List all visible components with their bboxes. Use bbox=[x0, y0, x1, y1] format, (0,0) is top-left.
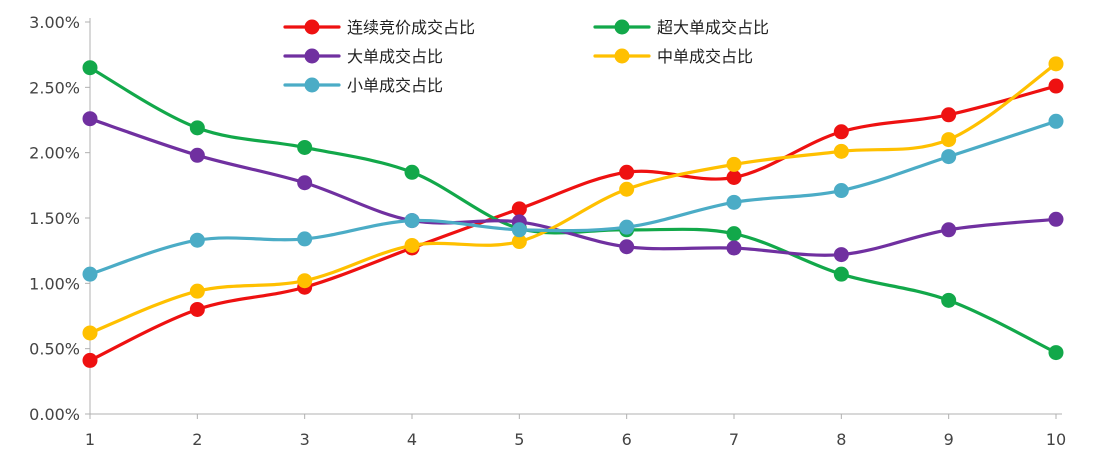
data-point bbox=[189, 147, 205, 163]
y-tick-label: 0.50% bbox=[29, 340, 80, 359]
y-tick-label: 0.00% bbox=[29, 405, 80, 424]
data-point bbox=[189, 283, 205, 299]
legend-swatch-marker bbox=[614, 19, 630, 35]
data-point bbox=[189, 120, 205, 136]
legend-label: 中单成交占比 bbox=[657, 47, 753, 66]
legend-swatch-marker bbox=[304, 19, 320, 35]
legend-label: 连续竞价成交占比 bbox=[347, 18, 475, 37]
series-line bbox=[88, 119, 1058, 276]
data-point bbox=[511, 234, 527, 250]
data-point bbox=[619, 164, 635, 180]
y-tick-label: 2.50% bbox=[29, 78, 80, 97]
data-point bbox=[941, 132, 957, 148]
data-point bbox=[1048, 113, 1064, 129]
x-tick-label: 8 bbox=[836, 430, 846, 449]
x-tick-label: 7 bbox=[729, 430, 739, 449]
data-point bbox=[297, 139, 313, 155]
x-tick-label: 4 bbox=[407, 430, 417, 449]
legend-swatch-marker bbox=[614, 48, 630, 64]
x-tick-label: 2 bbox=[192, 430, 202, 449]
x-tick-label: 10 bbox=[1046, 430, 1066, 449]
legend-item: 中单成交占比 bbox=[593, 47, 753, 66]
data-point bbox=[1048, 211, 1064, 227]
y-tick-label: 3.00% bbox=[29, 13, 80, 32]
legend-item: 连续竞价成交占比 bbox=[283, 18, 475, 37]
series-4 bbox=[82, 56, 1064, 341]
x-tick-label: 5 bbox=[514, 430, 524, 449]
x-tick-label: 6 bbox=[622, 430, 632, 449]
data-point bbox=[297, 231, 313, 247]
series-2 bbox=[82, 60, 1064, 361]
data-point bbox=[82, 111, 98, 127]
legend-item: 大单成交占比 bbox=[283, 47, 443, 66]
series-1 bbox=[82, 78, 1064, 368]
y-tick-label: 1.00% bbox=[29, 274, 80, 293]
x-tick-label: 9 bbox=[944, 430, 954, 449]
data-point bbox=[941, 222, 957, 238]
data-point bbox=[726, 169, 742, 185]
y-tick-label: 2.00% bbox=[29, 144, 80, 163]
data-point bbox=[82, 352, 98, 368]
x-tick-label: 3 bbox=[300, 430, 310, 449]
data-point bbox=[941, 292, 957, 308]
data-point bbox=[833, 124, 849, 140]
legend-label: 超大单成交占比 bbox=[657, 18, 769, 37]
axes: 0.00% 0.50% 1.00% 1.50% 2.00% 2.50% 3.00% 1 2 3 4 5… bbox=[29, 13, 1066, 449]
series-line bbox=[88, 62, 1058, 335]
legend-item: 超大单成交占比 bbox=[593, 18, 769, 37]
data-point bbox=[511, 222, 527, 238]
data-point bbox=[1048, 78, 1064, 94]
data-point bbox=[833, 143, 849, 159]
data-point bbox=[619, 219, 635, 235]
data-point bbox=[82, 325, 98, 341]
legend-label: 小单成交占比 bbox=[347, 76, 443, 95]
data-point bbox=[297, 175, 313, 191]
y-tick-label: 1.50% bbox=[29, 209, 80, 228]
data-point bbox=[726, 240, 742, 256]
legend-swatch-marker bbox=[304, 48, 320, 64]
data-point bbox=[619, 239, 635, 255]
data-point bbox=[404, 237, 420, 253]
data-point bbox=[297, 273, 313, 289]
legend-label: 大单成交占比 bbox=[347, 47, 443, 66]
data-point bbox=[1048, 56, 1064, 72]
data-point bbox=[726, 194, 742, 210]
data-point bbox=[833, 247, 849, 263]
data-point bbox=[833, 183, 849, 199]
series-5 bbox=[82, 113, 1064, 282]
data-point bbox=[941, 107, 957, 123]
data-point bbox=[619, 181, 635, 197]
legend-item: 小单成交占比 bbox=[283, 76, 443, 95]
legend-swatch-marker bbox=[304, 77, 320, 93]
series-group bbox=[82, 56, 1064, 368]
data-point bbox=[1048, 345, 1064, 361]
data-point bbox=[82, 266, 98, 282]
series-line bbox=[88, 84, 1058, 363]
data-point bbox=[189, 301, 205, 317]
data-point bbox=[511, 201, 527, 217]
data-point bbox=[404, 164, 420, 180]
data-point bbox=[82, 60, 98, 76]
data-point bbox=[404, 213, 420, 229]
data-point bbox=[726, 156, 742, 172]
data-point bbox=[941, 149, 957, 165]
data-point bbox=[189, 232, 205, 248]
series-line bbox=[88, 117, 1058, 257]
x-tick-label: 1 bbox=[85, 430, 95, 449]
data-point bbox=[833, 266, 849, 282]
series-line bbox=[88, 66, 1058, 355]
data-point bbox=[726, 226, 742, 242]
